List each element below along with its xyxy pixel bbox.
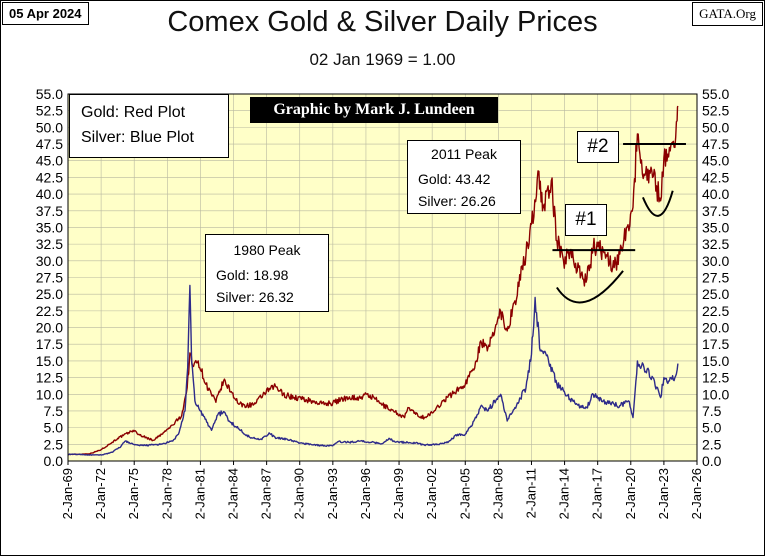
x-tick-label: 2-Jan-78 [159,468,174,519]
y-tick-label-left: 0.0 [44,453,64,469]
x-tick-label: 2-Jan-96 [358,468,373,519]
x-tick-label: 2-Jan-72 [93,468,108,519]
peak-1980-gold: Gold: 18.98 [216,267,289,283]
series-line-silver [67,284,679,456]
legend-silver: Silver: Blue Plot [81,129,194,146]
x-tick-label: 2-Jan-87 [259,468,274,519]
y-tick-label-left: 52.5 [36,103,63,119]
y-tick-label-right: 35.0 [702,219,729,235]
y-tick-label-right: 5.0 [702,420,722,436]
x-tick-label: 2-Jan-84 [226,468,241,519]
x-tick-label: 2-Jan-93 [325,468,340,519]
x-axis: 2-Jan-69 2-Jan-72 2-Jan-75 2-Jan-78 2-Jan-81… [60,461,704,519]
drawn-annotations [552,143,686,304]
pattern-1-cup-curve [556,270,624,304]
x-tick-label: 2-Jan-26 [689,468,704,519]
series-line-gold [67,105,679,456]
y-tick-label-left: 30.0 [36,253,63,269]
y-tick-label-left: 7.5 [44,403,64,419]
y-tick-label-right: 55.0 [702,86,729,102]
peak-1980-box: 1980 Peak Gold: 18.98 Silver: 26.32 [205,234,329,312]
y-tick-label-right: 40.0 [702,186,729,202]
y-tick-label-left: 37.5 [36,203,63,219]
x-tick-label: 2-Jan-02 [424,468,439,519]
x-tick-label: 2-Jan-14 [557,468,572,519]
y-tick-label-left: 25.0 [36,286,63,302]
y-tick-label-left: 17.5 [36,336,63,352]
y-tick-label-left: 40.0 [36,186,63,202]
y-tick-label-right: 32.5 [702,236,729,252]
y-tick-label-right: 52.5 [702,103,729,119]
chart-subtitle: 02 Jan 1969 = 1.00 [309,50,456,69]
x-tick-label: 2-Jan-90 [292,468,307,519]
x-tick-label: 2-Jan-05 [457,468,472,519]
y-tick-label-left: 35.0 [36,219,63,235]
y-tick-label-left: 45.0 [36,153,63,169]
y-tick-label-right: 10.0 [702,386,729,402]
y-tick-label-right: 45.0 [702,153,729,169]
y-tick-label-left: 12.5 [36,370,63,386]
pattern-2-cup-curve [642,190,674,217]
chart-title: Comex Gold & Silver Daily Prices [167,6,598,38]
peak-1980-silver: Silver: 26.32 [216,289,294,305]
peak-2011-gold: Gold: 43.42 [418,171,491,187]
y-tick-label-right: 15.0 [702,353,729,369]
x-tick-label: 2-Jan-20 [623,468,638,519]
y-tick-label-right: 47.5 [702,136,729,152]
y-tick-label-left: 10.0 [36,386,63,402]
x-tick-label: 2-Jan-08 [490,468,505,519]
y-tick-label-right: 2.5 [702,436,722,452]
y-tick-label-right: 25.0 [702,286,729,302]
y-tick-label-right: 20.0 [702,320,729,336]
plot-border [67,93,698,462]
y-tick-label-left: 55.0 [36,86,63,102]
y-tick-label-right: 7.5 [702,403,722,419]
pattern-1-label: #1 [565,204,607,236]
y-tick-label-left: 2.5 [44,436,64,452]
y-tick-label-right: 22.5 [702,303,729,319]
x-tick-label: 2-Jan-11 [523,468,538,518]
x-tick-label: 2-Jan-81 [192,468,207,519]
y-tick-label-right: 17.5 [702,336,729,352]
peak-1980-title: 1980 Peak [233,242,301,258]
x-tick-label: 2-Jan-75 [126,468,141,519]
x-tick-label: 2-Jan-23 [656,468,671,519]
source-label: GATA.Org [692,2,763,26]
y-axis-right: 0.02.55.07.510.012.515.017.520.022.525.0… [702,86,729,469]
y-tick-label-left: 32.5 [36,236,63,252]
y-tick-label-right: 12.5 [702,370,729,386]
date-label: 05 Apr 2024 [2,2,89,25]
series-group [67,105,679,456]
y-tick-label-right: 42.5 [702,169,729,185]
y-tick-label-left: 50.0 [36,119,63,135]
legend-box: Gold: Red Plot Silver: Blue Plot [69,94,229,158]
y-axis-left: 0.02.55.07.510.012.515.017.520.022.525.0… [36,86,63,469]
y-tick-label-left: 5.0 [44,420,64,436]
y-tick-label-right: 50.0 [702,119,729,135]
peak-2011-box: 2011 Peak Gold: 43.42 Silver: 26.26 [407,140,521,214]
y-tick-label-right: 0.0 [702,453,722,469]
y-tick-label-left: 22.5 [36,303,63,319]
credit-label: Graphic by Mark J. Lundeen [250,97,498,123]
y-tick-label-left: 47.5 [36,136,63,152]
x-tick-label: 2-Jan-17 [590,468,605,519]
x-tick-label: 2-Jan-99 [391,468,406,519]
y-tick-label-left: 20.0 [36,320,63,336]
y-tick-label-right: 27.5 [702,270,729,286]
peak-2011-title: 2011 Peak [431,146,497,162]
y-tick-label-right: 30.0 [702,253,729,269]
y-tick-label-left: 42.5 [36,169,63,185]
pattern-2-label: #2 [577,131,619,163]
legend-gold: Gold: Red Plot [81,104,186,121]
y-tick-label-left: 15.0 [36,353,63,369]
y-tick-label-left: 27.5 [36,270,63,286]
peak-2011-silver: Silver: 26.26 [418,193,496,209]
y-tick-label-right: 37.5 [702,203,729,219]
x-tick-label: 2-Jan-69 [60,468,75,519]
